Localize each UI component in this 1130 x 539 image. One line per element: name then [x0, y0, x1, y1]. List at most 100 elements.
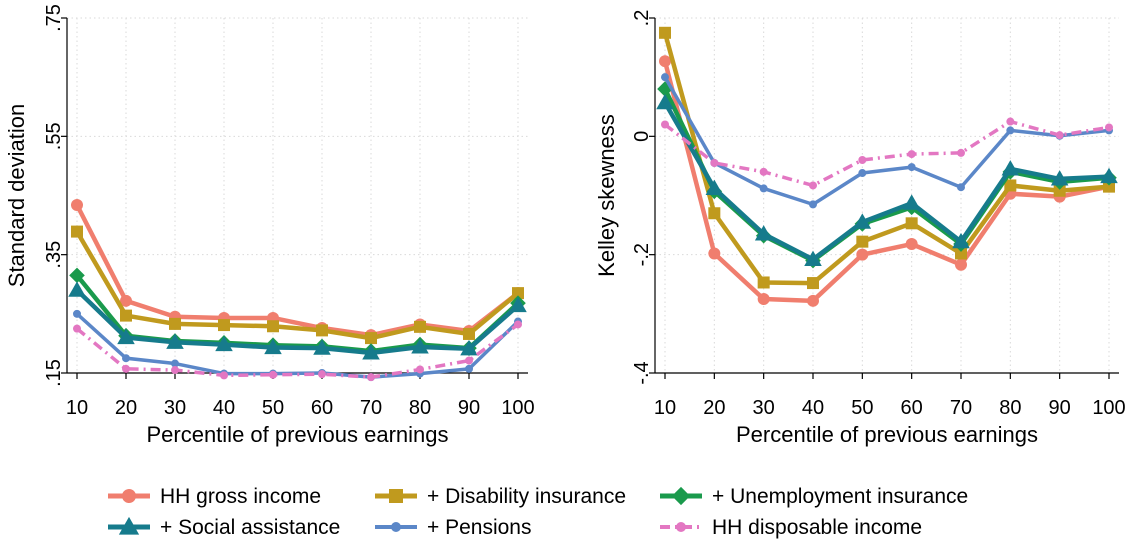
data-point	[656, 93, 674, 110]
legend-item: + Social assistance	[108, 516, 340, 539]
series-6	[661, 117, 1113, 190]
legend-marker	[676, 522, 686, 532]
data-point	[122, 354, 130, 363]
legend-label: + Pensions	[427, 516, 532, 539]
series-line	[663, 76, 1110, 207]
data-point	[955, 258, 967, 271]
series-2	[71, 225, 524, 345]
x-tick-label: 70	[360, 397, 382, 419]
y-tick-label: 0	[631, 131, 653, 142]
data-point	[661, 73, 669, 82]
data-point	[1001, 160, 1020, 176]
data-point	[905, 217, 918, 230]
data-point	[804, 250, 822, 266]
data-point	[759, 184, 768, 193]
data-point	[215, 335, 233, 352]
legend-item: HH disposable income	[660, 516, 922, 539]
series-2	[659, 26, 1115, 290]
x-tick-label: 90	[1049, 397, 1071, 419]
data-point	[71, 225, 83, 238]
data-point	[957, 148, 965, 157]
data-point	[856, 235, 869, 248]
data-point	[313, 339, 331, 355]
data-point	[264, 338, 282, 355]
data-point	[465, 356, 473, 365]
data-point	[809, 181, 817, 190]
data-point	[365, 332, 377, 345]
data-point	[318, 370, 326, 379]
data-point	[73, 324, 81, 333]
y-axis-label: Standard deviation	[4, 104, 29, 287]
data-point	[858, 169, 867, 178]
data-point	[512, 287, 524, 300]
x-tick-label: 30	[164, 397, 186, 419]
legend-marker	[671, 486, 691, 506]
data-point	[414, 320, 426, 333]
data-point	[465, 364, 473, 373]
data-point	[69, 267, 85, 284]
data-point	[1105, 123, 1113, 132]
data-point	[757, 293, 770, 306]
x-tick-label: 10	[654, 397, 676, 419]
data-point	[509, 296, 527, 313]
data-point	[71, 198, 83, 211]
chart-panel-2: -.4 -.2 0 .2 10 20 30 40 50 60 70 80 90 100 Percentile…	[594, 10, 1126, 447]
data-point	[657, 81, 673, 97]
y-tick-label: .55	[43, 122, 65, 150]
series-line	[663, 101, 1110, 262]
data-point	[120, 294, 132, 307]
data-point	[1055, 131, 1064, 140]
data-point	[367, 373, 375, 382]
series-line	[75, 288, 520, 356]
gridlines	[67, 17, 528, 374]
data-point	[759, 167, 768, 176]
legend-item: + Disability insurance	[375, 485, 626, 508]
series-line	[75, 230, 520, 341]
data-point	[171, 359, 179, 368]
chart-panel-1: .15 .35 .55 .75 10 20 30 40 50 60 70 80 90 100 Percent…	[4, 4, 535, 447]
legend-label: + Social assistance	[160, 516, 340, 539]
data-point	[220, 371, 228, 380]
series-line	[74, 203, 520, 338]
data-point	[1053, 184, 1066, 197]
legend-label: HH gross income	[160, 485, 321, 508]
x-tick-label: 70	[950, 397, 972, 419]
data-point	[460, 339, 478, 356]
data-point	[659, 55, 671, 68]
y-tick-label: .15	[43, 359, 65, 387]
data-point	[463, 327, 475, 340]
y-tick-label: -.2	[631, 243, 653, 266]
data-point	[757, 276, 770, 289]
x-axis-label: Percentile of previous earnings	[146, 422, 448, 447]
x-tick-label: 10	[66, 397, 88, 419]
data-point	[362, 344, 380, 360]
data-point	[807, 277, 819, 290]
series-4	[68, 281, 527, 360]
data-point	[514, 320, 522, 329]
data-point	[754, 225, 773, 241]
x-tick-label: 50	[262, 397, 284, 419]
data-point	[708, 207, 721, 220]
legend-item: HH gross income	[108, 485, 321, 508]
data-point	[907, 163, 916, 172]
x-tick-label: 60	[901, 397, 923, 419]
y-tick-label: .35	[43, 241, 65, 269]
data-point	[218, 319, 230, 332]
data-point	[169, 317, 181, 330]
legend-label: + Unemployment insurance	[712, 485, 968, 508]
data-point	[171, 366, 179, 375]
x-tick-label: 40	[802, 397, 824, 419]
x-axis-label: Percentile of previous earnings	[736, 422, 1038, 447]
series-4	[656, 93, 1118, 266]
x-tick-label: 50	[851, 397, 873, 419]
data-point	[955, 247, 967, 260]
x-tick-label: 20	[703, 397, 725, 419]
x-tick-label: 90	[458, 397, 480, 419]
data-point	[853, 213, 872, 229]
y-tick-label: .2	[631, 10, 653, 27]
data-point	[705, 179, 724, 195]
data-point	[1050, 170, 1069, 186]
data-point	[809, 200, 817, 209]
series-line	[662, 32, 1110, 286]
data-point	[316, 324, 328, 337]
